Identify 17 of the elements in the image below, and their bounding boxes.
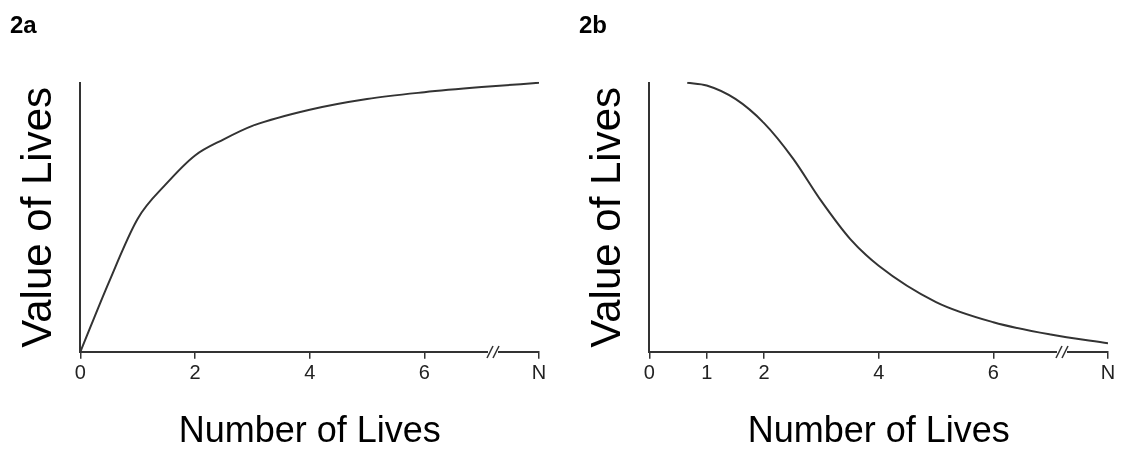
x-axis-title: Number of Lives [178, 409, 441, 451]
y-axis-title: Value of Lives [12, 86, 60, 348]
chart-title: 2a [10, 11, 38, 39]
x-tick-label: 1 [701, 361, 713, 384]
x-tick-label: 4 [304, 361, 316, 384]
x-tick-label: 4 [873, 361, 885, 384]
x-tick-label: 0 [643, 361, 655, 384]
x-tick-label: 0 [74, 361, 86, 384]
x-axis-title: Number of Lives [747, 409, 1010, 451]
y-axis-title: Value of Lives [581, 86, 629, 348]
x-tick-label: 6 [987, 361, 999, 384]
x-tick-label: N [531, 361, 547, 384]
x-tick-label: 2 [758, 361, 770, 384]
x-tick-label: N [1100, 361, 1116, 384]
x-tick-label: 6 [418, 361, 430, 384]
x-tick-label: 2 [189, 361, 201, 384]
chart-title: 2b [579, 11, 608, 39]
